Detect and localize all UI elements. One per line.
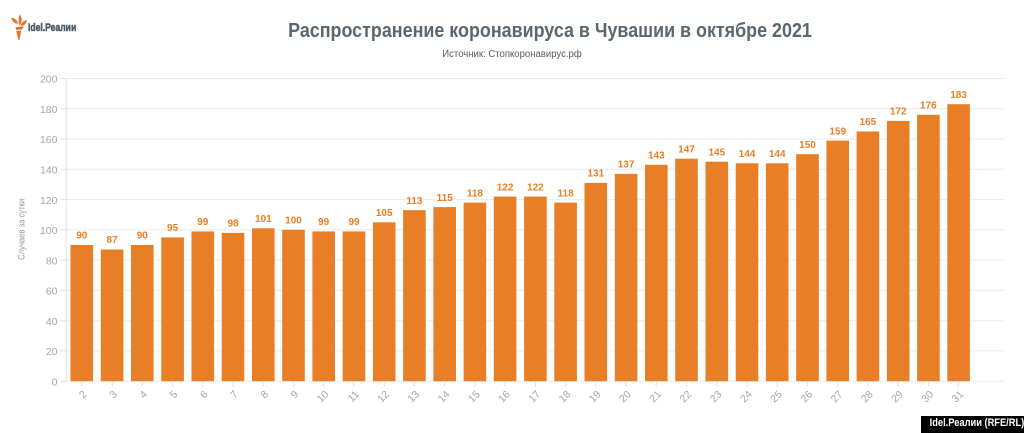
svg-text:99: 99: [348, 217, 360, 228]
svg-text:143: 143: [648, 151, 665, 162]
svg-text:31: 31: [950, 388, 967, 405]
svg-text:90: 90: [137, 231, 149, 242]
svg-text:176: 176: [920, 101, 937, 112]
svg-text:80: 80: [46, 255, 58, 267]
svg-text:87: 87: [107, 235, 119, 246]
svg-text:118: 118: [558, 188, 575, 199]
svg-text:122: 122: [527, 182, 544, 193]
svg-text:20: 20: [46, 346, 58, 358]
svg-text:0: 0: [52, 376, 58, 388]
svg-text:Случаев за сутки: Случаев за сутки: [16, 198, 27, 259]
svg-text:9: 9: [289, 388, 302, 401]
svg-text:21: 21: [647, 388, 664, 405]
svg-text:15: 15: [466, 388, 483, 405]
svg-text:4: 4: [137, 388, 150, 401]
svg-text:2: 2: [77, 388, 90, 401]
svg-text:29: 29: [889, 388, 906, 405]
svg-text:99: 99: [197, 217, 209, 228]
svg-text:90: 90: [76, 231, 88, 242]
svg-text:147: 147: [678, 144, 695, 155]
svg-text:25: 25: [768, 388, 785, 405]
svg-text:137: 137: [618, 160, 635, 171]
svg-text:99: 99: [318, 217, 330, 228]
svg-text:18: 18: [557, 388, 574, 405]
svg-text:183: 183: [950, 90, 967, 101]
svg-text:13: 13: [405, 388, 422, 405]
svg-text:26: 26: [798, 388, 815, 405]
svg-text:17: 17: [526, 388, 543, 405]
svg-text:105: 105: [376, 208, 393, 219]
svg-text:23: 23: [708, 388, 725, 405]
svg-text:172: 172: [890, 107, 907, 118]
svg-text:100: 100: [285, 216, 302, 227]
svg-text:40: 40: [46, 316, 58, 328]
svg-text:11: 11: [346, 388, 362, 404]
svg-text:95: 95: [167, 223, 179, 234]
svg-text:100: 100: [40, 225, 58, 237]
svg-text:14: 14: [436, 388, 453, 405]
svg-text:180: 180: [40, 104, 58, 116]
svg-text:27: 27: [829, 388, 846, 405]
svg-text:113: 113: [406, 196, 423, 207]
svg-text:12: 12: [375, 388, 392, 405]
svg-text:5: 5: [168, 388, 181, 401]
svg-text:7: 7: [228, 388, 241, 401]
svg-text:16: 16: [496, 388, 513, 405]
svg-text:144: 144: [739, 149, 756, 160]
svg-text:20: 20: [617, 388, 634, 405]
svg-text:200: 200: [40, 74, 58, 86]
svg-text:3: 3: [107, 388, 120, 401]
svg-text:8: 8: [258, 388, 271, 401]
svg-text:120: 120: [40, 195, 58, 207]
svg-text:115: 115: [437, 193, 454, 204]
svg-text:28: 28: [859, 388, 876, 405]
svg-text:159: 159: [829, 126, 846, 137]
svg-text:140: 140: [40, 165, 58, 177]
svg-text:160: 160: [40, 134, 58, 146]
svg-text:101: 101: [255, 214, 272, 225]
svg-text:118: 118: [467, 188, 484, 199]
svg-text:19: 19: [587, 388, 604, 405]
svg-text:131: 131: [587, 169, 604, 180]
svg-text:22: 22: [677, 388, 694, 405]
svg-text:165: 165: [860, 117, 877, 128]
svg-text:122: 122: [497, 182, 514, 193]
svg-text:60: 60: [46, 286, 58, 298]
svg-text:145: 145: [708, 147, 725, 158]
svg-text:150: 150: [799, 140, 816, 151]
svg-text:24: 24: [738, 388, 755, 405]
svg-text:10: 10: [315, 388, 332, 405]
svg-text:98: 98: [227, 219, 239, 230]
svg-text:6: 6: [198, 388, 211, 401]
svg-text:30: 30: [919, 388, 936, 405]
svg-text:144: 144: [769, 149, 786, 160]
